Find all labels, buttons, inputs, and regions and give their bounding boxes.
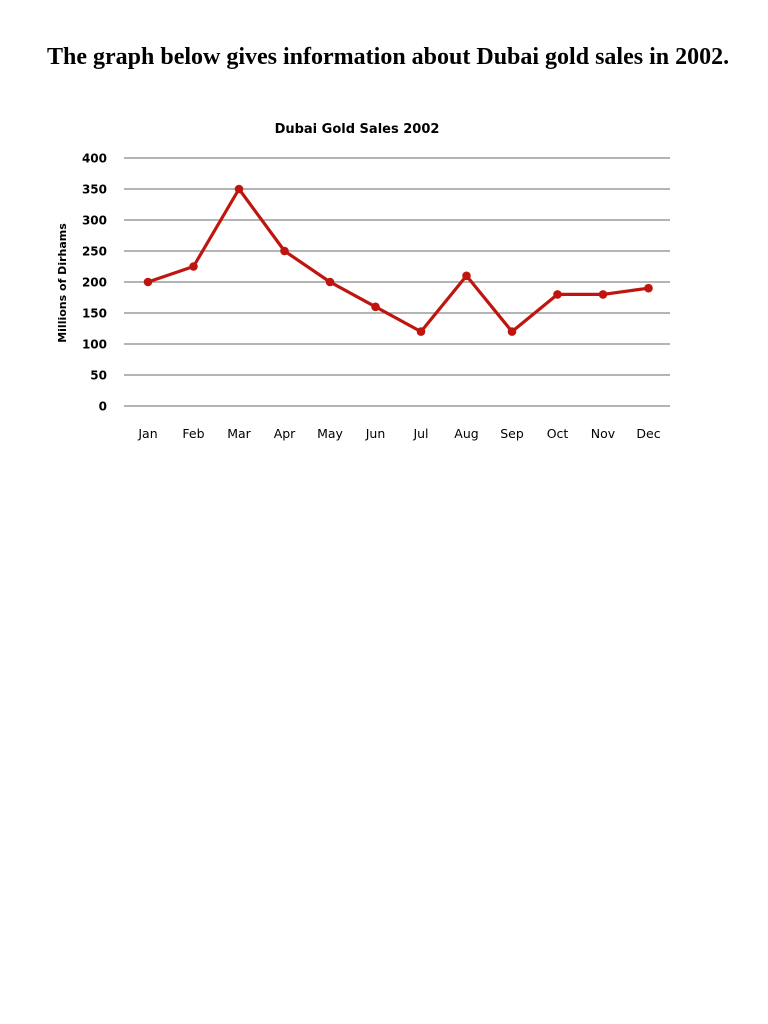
data-point — [598, 290, 608, 299]
data-point — [507, 327, 517, 336]
y-tick-label: 300 — [82, 214, 107, 228]
data-point — [416, 327, 426, 336]
series-line — [146, 187, 651, 334]
x-tick-label: Jun — [365, 426, 386, 441]
y-tick-label: 100 — [82, 338, 107, 352]
y-tick-label: 350 — [82, 183, 107, 197]
data-point — [280, 246, 289, 256]
y-axis-ticks: 0 50 100 150 200 250 300 350 400 — [82, 152, 107, 414]
y-tick-label: 250 — [82, 245, 107, 259]
x-tick-label: Aug — [454, 426, 478, 441]
data-point — [462, 271, 471, 281]
x-tick-label: Sep — [500, 426, 524, 441]
x-tick-label: May — [317, 426, 343, 441]
line-chart: Dubai Gold Sales 2002 Millions of Dirham… — [56, 122, 670, 441]
x-tick-label: Nov — [591, 426, 616, 441]
data-point — [189, 262, 198, 271]
page-heading: The graph below gives information about … — [47, 44, 730, 70]
y-tick-label: 400 — [82, 152, 107, 166]
x-axis-ticks: Jan Feb Mar Apr May Jun Jul Aug Sep Oct Nov Dec — [137, 426, 660, 441]
y-axis-label: Millions of Dirhams — [56, 223, 69, 343]
chart-title: Dubai Gold Sales 2002 — [275, 122, 440, 137]
y-tick-label: 150 — [82, 307, 107, 321]
y-tick-label: 200 — [82, 276, 107, 290]
x-tick-label: Jan — [137, 426, 157, 441]
data-point — [143, 277, 153, 287]
x-tick-label: Oct — [547, 426, 569, 441]
data-point — [325, 277, 335, 287]
data-point — [234, 184, 244, 194]
data-point — [371, 302, 380, 312]
x-tick-label: Jul — [412, 426, 428, 441]
x-tick-label: Dec — [636, 426, 660, 441]
y-tick-label: 50 — [90, 369, 107, 383]
x-tick-label: Feb — [182, 426, 204, 441]
series-sales — [143, 184, 653, 336]
x-tick-label: Apr — [274, 426, 296, 441]
gridlines — [124, 157, 670, 407]
x-tick-label: Mar — [227, 426, 251, 441]
data-point — [553, 290, 562, 299]
y-tick-label: 0 — [99, 400, 107, 414]
data-point — [644, 283, 653, 293]
